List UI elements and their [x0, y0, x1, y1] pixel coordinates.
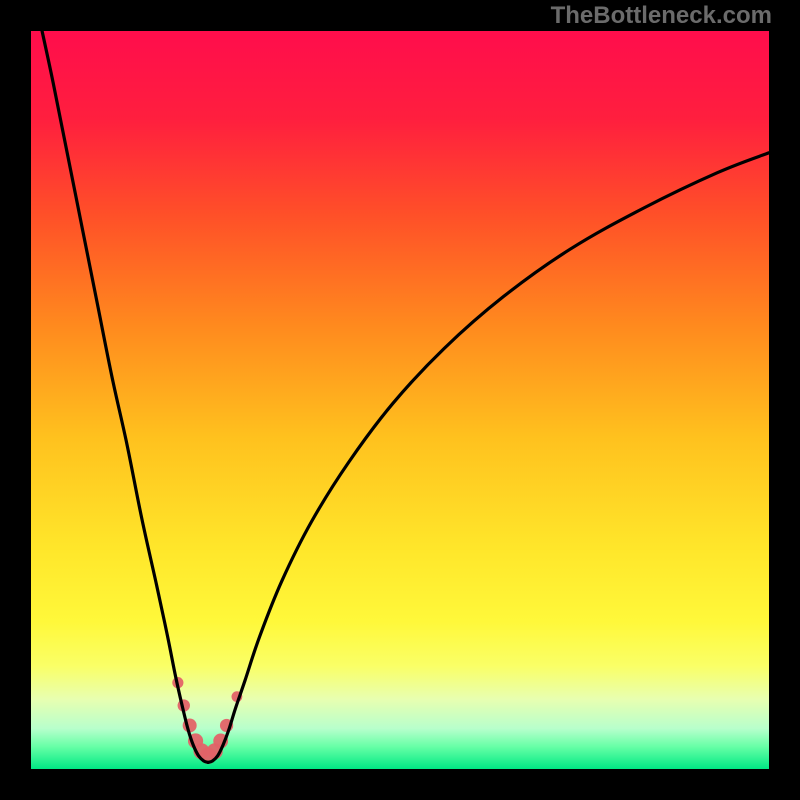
outer-frame: TheBottleneck.com	[0, 0, 800, 800]
watermark-text: TheBottleneck.com	[551, 2, 772, 30]
plot-area	[31, 31, 769, 769]
curve-layer	[31, 31, 769, 769]
left-curve	[42, 31, 208, 762]
right-curve	[208, 153, 769, 763]
